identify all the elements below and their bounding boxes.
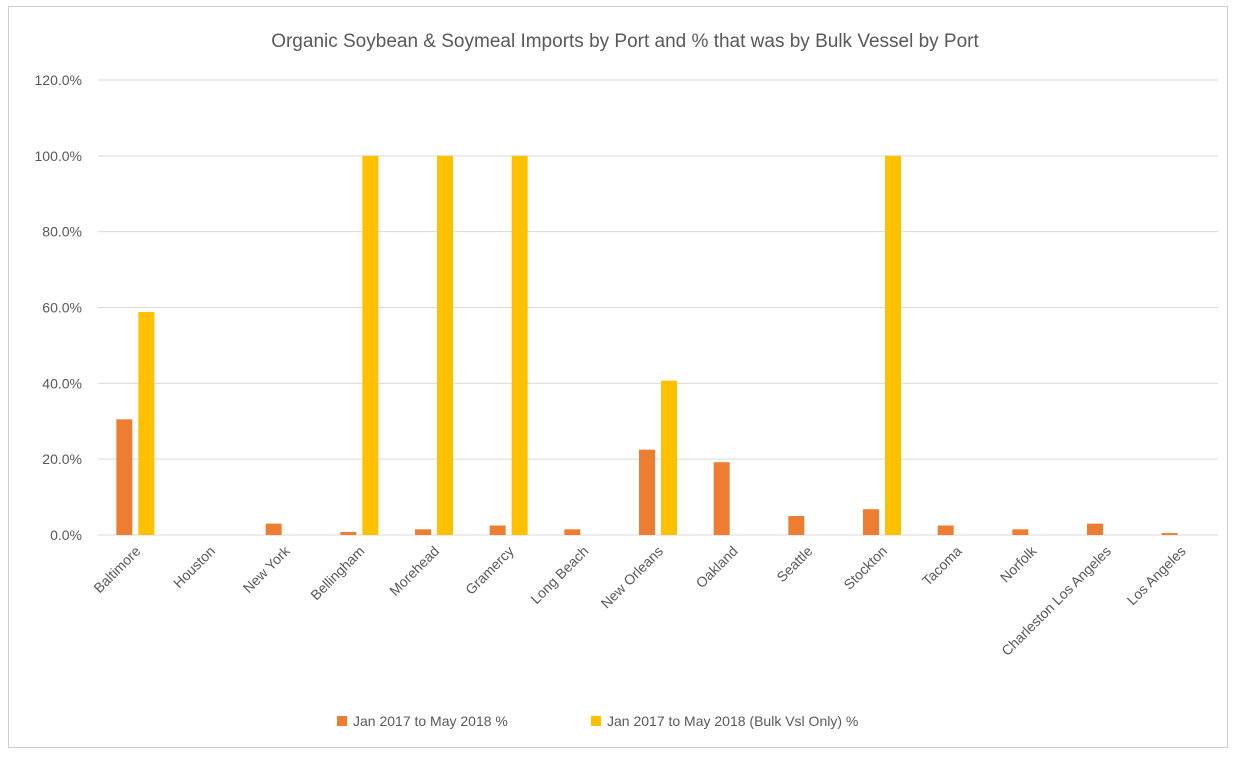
x-tick-label: Stockton xyxy=(840,543,890,593)
y-tick-label: 100.0% xyxy=(35,148,82,164)
bar-bulk-vessel-morehead xyxy=(437,155,453,536)
bar-total-seattle xyxy=(788,516,805,535)
bar-bulk-vessel-baltimore xyxy=(138,312,155,535)
x-tick-label: Gramercy xyxy=(462,543,517,598)
legend-swatch xyxy=(591,716,601,726)
x-tick-label: Oakland xyxy=(693,543,741,591)
x-tick-label: Tacoma xyxy=(919,543,965,589)
x-tick-label: Baltimore xyxy=(90,543,143,596)
x-tick-label: Long Beach xyxy=(527,543,591,607)
bar-total-bellingham xyxy=(340,531,357,535)
bar-bulk-vessel-gramercy xyxy=(511,155,528,536)
x-tick-label: New York xyxy=(240,542,294,596)
bar-total-oakland xyxy=(713,462,730,535)
bar-total-long-beach xyxy=(564,529,581,535)
gridlines xyxy=(98,79,1218,536)
chart-title: Organic Soybean & Soymeal Imports by Por… xyxy=(271,31,979,52)
x-tick-label: Norfolk xyxy=(997,542,1040,585)
bar-total-baltimore xyxy=(116,419,133,535)
x-axis-tick-labels: Baltimore Houston New York Bellingham Morehe… xyxy=(90,542,1188,659)
x-tick-label: Bellingham xyxy=(307,543,367,603)
y-tick-label: 80.0% xyxy=(42,224,82,240)
y-tick-label: 40.0% xyxy=(42,375,82,391)
y-tick-label: 20.0% xyxy=(42,451,82,467)
bar-total-morehead xyxy=(415,529,431,535)
bars xyxy=(116,155,1178,536)
y-axis-tick-labels: 0.0% 20.0% 40.0% 60.0% 80.0% 100.0% 120.0% xyxy=(35,72,82,543)
bar-total-norfolk xyxy=(1012,529,1029,535)
legend-swatch xyxy=(337,716,347,726)
bar-bulk-vessel-bellingham xyxy=(362,155,379,536)
legend-label: Jan 2017 to May 2018 (Bulk Vsl Only) % xyxy=(607,713,858,729)
x-tick-label: Seattle xyxy=(773,543,815,585)
bar-total-new-york xyxy=(265,523,282,535)
bar-total-stockton xyxy=(863,509,879,535)
y-tick-label: 120.0% xyxy=(35,72,82,88)
legend: Jan 2017 to May 2018 % Jan 2017 to May 20… xyxy=(337,713,858,729)
x-tick-label: Houston xyxy=(170,543,218,591)
x-tick-label: Morehead xyxy=(386,543,442,599)
y-tick-label: 60.0% xyxy=(42,300,82,316)
bar-total-los-angeles xyxy=(1161,533,1178,535)
chart-frame xyxy=(8,6,1228,748)
legend-label: Jan 2017 to May 2018 % xyxy=(353,713,508,729)
bar-total-gramercy xyxy=(489,525,506,535)
bar-total-new-orleans xyxy=(639,449,655,535)
x-tick-label: New Orleans xyxy=(598,543,667,612)
x-tick-label: Los Angeles xyxy=(1124,543,1189,608)
bar-total-tacoma xyxy=(937,525,954,535)
bar-total-charleston-los-angeles xyxy=(1087,523,1103,535)
y-tick-label: 0.0% xyxy=(50,527,82,543)
bar-bulk-vessel-new-orleans xyxy=(661,380,677,535)
bar-bulk-vessel-stockton xyxy=(885,155,901,536)
